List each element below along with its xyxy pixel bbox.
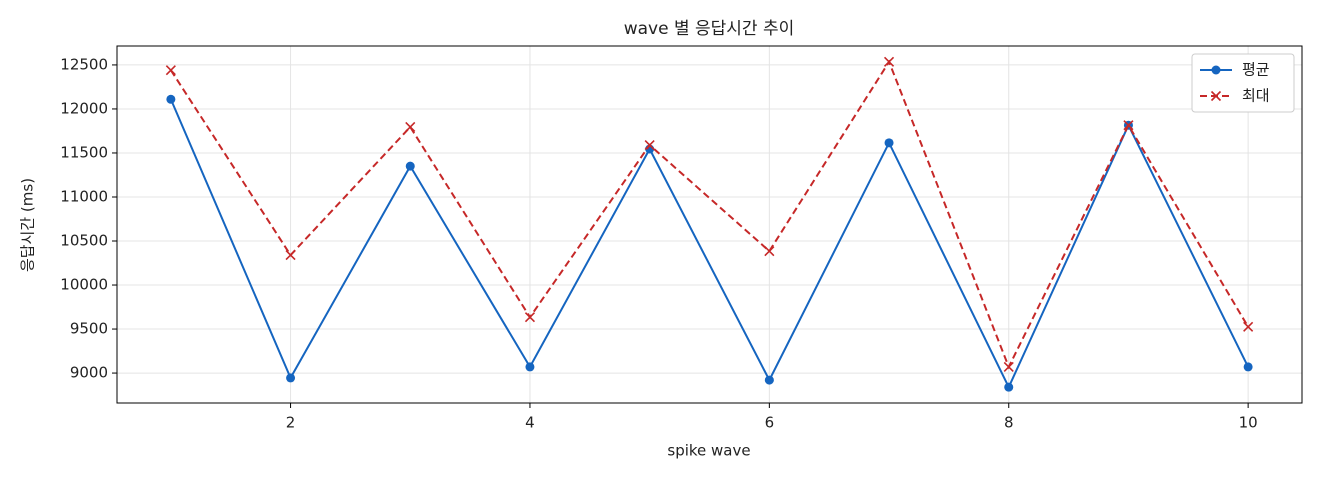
legend-marker bbox=[1211, 65, 1221, 75]
marker bbox=[405, 161, 415, 171]
y-tick-label: 11500 bbox=[60, 143, 108, 161]
legend-label: 평균 bbox=[1242, 61, 1270, 79]
marker bbox=[883, 56, 895, 67]
marker bbox=[165, 65, 176, 76]
marker bbox=[1003, 361, 1014, 372]
x-tick-label: 8 bbox=[1004, 414, 1014, 432]
x-tick-label: 2 bbox=[286, 414, 296, 432]
marker bbox=[764, 246, 775, 257]
legend-marker bbox=[1210, 90, 1222, 102]
marker bbox=[525, 362, 535, 372]
marker bbox=[1004, 382, 1014, 392]
chart-title: wave 별 응답시간 추이 bbox=[624, 19, 795, 39]
marker bbox=[1243, 321, 1254, 332]
marker bbox=[166, 94, 176, 104]
marker bbox=[286, 373, 296, 383]
plot-frame bbox=[116, 45, 1303, 404]
x-tick-label: 10 bbox=[1239, 414, 1258, 432]
x-axis-label: spike wave bbox=[667, 442, 750, 460]
marker bbox=[285, 250, 296, 261]
x-tick-label: 4 bbox=[525, 414, 535, 432]
y-tick-label: 9000 bbox=[70, 364, 108, 382]
legend-label: 최대 bbox=[1242, 87, 1270, 105]
marker bbox=[405, 121, 416, 133]
marker bbox=[1123, 120, 1134, 131]
marker bbox=[644, 139, 655, 151]
series-line bbox=[169, 98, 1250, 390]
y-tick-label: 12500 bbox=[60, 55, 108, 73]
marker bbox=[1243, 362, 1253, 372]
x-tick-label: 6 bbox=[765, 414, 775, 432]
y-tick-label: 11000 bbox=[60, 187, 108, 205]
y-tick-label: 9500 bbox=[70, 320, 108, 338]
marker bbox=[764, 375, 774, 385]
series-line bbox=[170, 59, 1249, 370]
y-axis-label: 응답시간 (ms) bbox=[19, 178, 37, 272]
marker bbox=[884, 138, 894, 148]
y-tick-label: 12000 bbox=[60, 99, 108, 117]
y-tick-label: 10500 bbox=[60, 232, 108, 250]
marker bbox=[524, 312, 536, 323]
y-tick-label: 10000 bbox=[60, 276, 108, 294]
